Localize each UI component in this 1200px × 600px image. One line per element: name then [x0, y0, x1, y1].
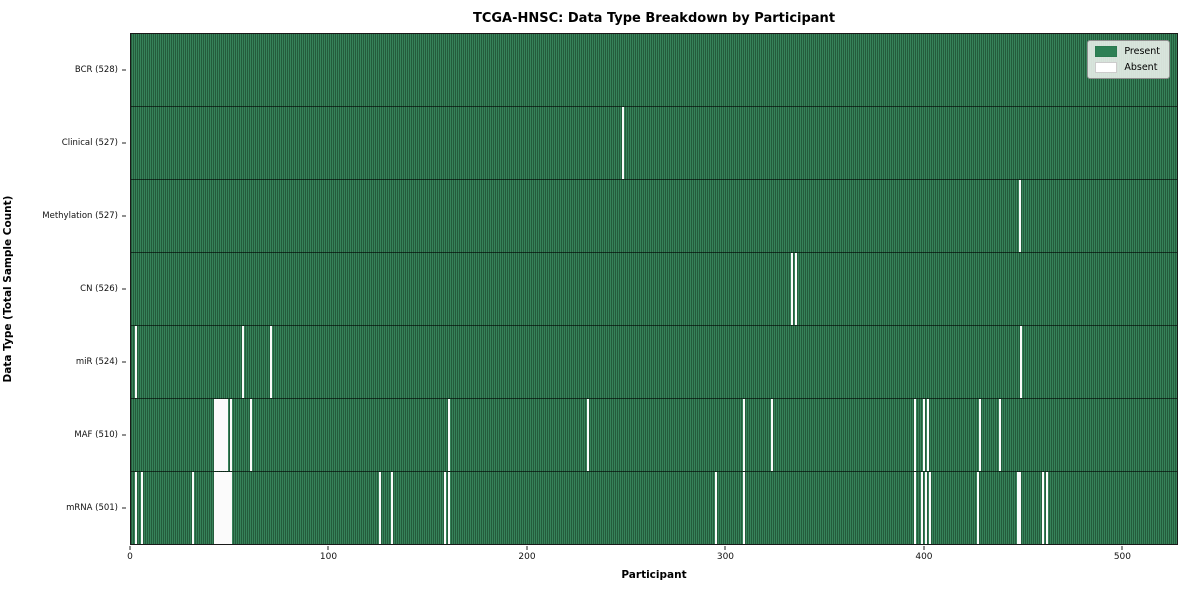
absent-mark — [218, 399, 221, 471]
y-tick-label: mRNA (501) — [66, 503, 118, 514]
absent-mark — [226, 399, 229, 471]
y-tick-label: MAF (510) — [74, 430, 118, 441]
absent-mark — [976, 472, 979, 544]
heatmap-row-mrna — [131, 472, 1177, 544]
absent-mark — [743, 472, 746, 544]
absent-mark — [1018, 180, 1021, 252]
absent-mark — [269, 326, 272, 398]
absent-mark — [921, 472, 924, 544]
absent-mark — [228, 472, 231, 544]
x-tick-mark — [327, 546, 329, 550]
x-axis-title: Participant — [621, 569, 687, 581]
absent-mark — [929, 472, 932, 544]
absent-mark — [998, 399, 1001, 471]
x-tick-label: 200 — [518, 552, 536, 562]
heatmap-row-bcr — [131, 34, 1177, 107]
absent-mark — [447, 399, 450, 471]
absent-mark — [222, 399, 225, 471]
chart-title: TCGA-HNSC: Data Type Breakdown by Partic… — [472, 11, 836, 26]
absent-mark — [192, 472, 195, 544]
absent-mark — [1020, 326, 1023, 398]
y-tick-mark — [122, 288, 126, 290]
absent-mark — [790, 253, 793, 325]
absent-mark — [927, 399, 930, 471]
absent-mark — [978, 399, 981, 471]
absent-swatch-icon — [1095, 62, 1118, 73]
absent-mark — [925, 472, 928, 544]
absent-mark — [222, 472, 225, 544]
absent-mark — [214, 472, 217, 544]
heatmap-row-cn — [131, 253, 1177, 326]
y-tick-mark — [122, 507, 126, 509]
absent-mark — [794, 253, 797, 325]
y-tick-mark — [122, 361, 126, 363]
x-tick-mark — [129, 546, 131, 550]
absent-mark — [1016, 472, 1019, 544]
absent-mark — [230, 399, 233, 471]
absent-mark — [134, 326, 137, 398]
x-tick-label: 400 — [915, 552, 933, 562]
heatmap-row-clinical — [131, 107, 1177, 180]
y-tick-label: BCR (528) — [74, 64, 118, 75]
absent-mark — [770, 399, 773, 471]
absent-mark — [241, 326, 244, 398]
heatmap-row-maf — [131, 399, 1177, 472]
absent-mark — [226, 472, 229, 544]
absent-mark — [1018, 472, 1021, 544]
heatmap-row-mir — [131, 326, 1177, 399]
x-tick-mark — [526, 546, 528, 550]
absent-mark — [218, 472, 221, 544]
absent-mark — [249, 399, 252, 471]
absent-mark — [230, 472, 233, 544]
absent-mark — [134, 472, 137, 544]
absent-mark — [390, 472, 393, 544]
x-tick-label: 100 — [319, 552, 338, 562]
x-tick-mark — [923, 546, 925, 550]
absent-mark — [216, 399, 219, 471]
heatmap-row-methylation — [131, 180, 1177, 253]
y-tick-label: Clinical (527) — [61, 137, 118, 148]
present-swatch-icon — [1095, 46, 1118, 57]
absent-mark — [214, 399, 217, 471]
y-tick-mark — [122, 142, 126, 144]
absent-mark — [913, 399, 916, 471]
absent-mark — [586, 399, 589, 471]
absent-mark — [140, 472, 143, 544]
absent-mark — [216, 472, 219, 544]
legend-label-present: Present — [1124, 46, 1160, 57]
absent-mark — [224, 472, 227, 544]
y-tick-mark — [122, 434, 126, 436]
legend-entry-absent: Absent — [1095, 62, 1160, 73]
x-tick-label: 0 — [127, 552, 133, 562]
absent-mark — [220, 399, 223, 471]
absent-mark — [622, 107, 625, 179]
absent-mark — [743, 399, 746, 471]
absent-mark — [913, 472, 916, 544]
y-tick-label: miR (524) — [75, 357, 118, 368]
y-tick-mark — [122, 69, 126, 71]
x-tick-label: 500 — [1113, 552, 1132, 562]
y-tick-mark — [122, 215, 126, 217]
x-axis: 0 100 200 300 400 500 — [127, 545, 1178, 567]
absent-mark — [220, 472, 223, 544]
absent-mark — [715, 472, 718, 544]
y-tick-label: Methylation (527) — [42, 210, 118, 221]
absent-mark — [1042, 472, 1045, 544]
plot-area: Present Absent — [130, 33, 1178, 545]
absent-mark — [444, 472, 446, 544]
legend-label-absent: Absent — [1124, 62, 1158, 73]
absent-mark — [447, 472, 450, 544]
absent-mark — [923, 399, 926, 471]
absent-mark — [224, 399, 227, 471]
legend: Present Absent — [1087, 40, 1170, 79]
x-tick-label: 300 — [716, 552, 735, 562]
x-tick-mark — [1121, 546, 1123, 550]
y-axis-labels: BCR (528) Clinical (527) Methylation (527)… — [0, 33, 126, 545]
absent-mark — [1046, 472, 1049, 544]
absent-mark — [378, 472, 381, 544]
x-tick-mark — [724, 546, 726, 550]
legend-entry-present: Present — [1095, 46, 1160, 57]
y-tick-label: CN (526) — [80, 284, 118, 294]
